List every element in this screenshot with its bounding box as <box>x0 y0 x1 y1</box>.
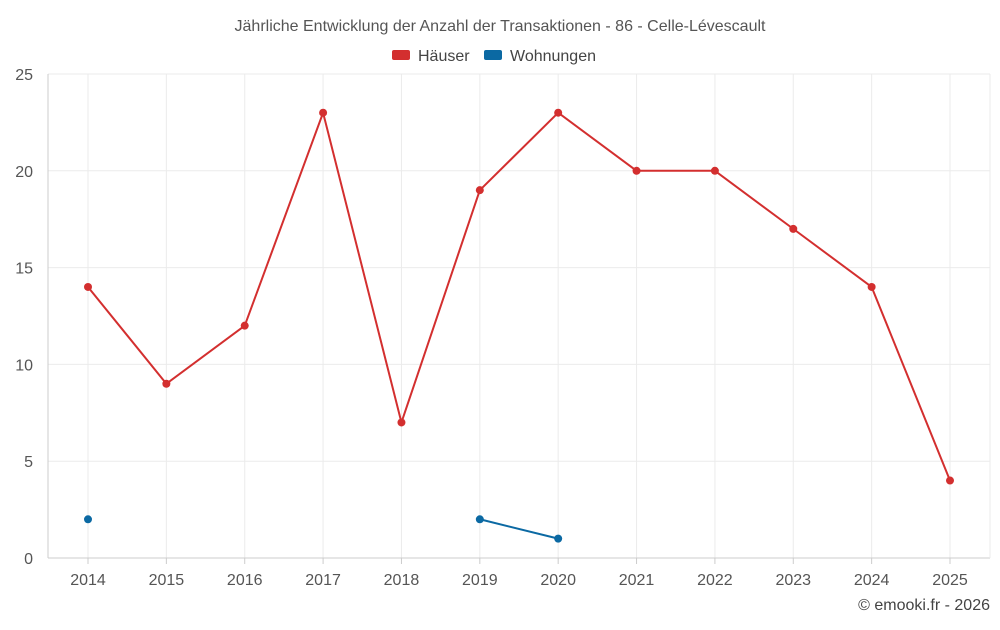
data-point-haeuser-2021[interactable] <box>632 166 641 175</box>
y-axis-ticks: 0 5 10 15 20 25 <box>15 67 33 568</box>
x-tick-label: 2015 <box>149 572 185 589</box>
credit-text: © emooki.fr - 2026 <box>858 597 990 614</box>
legend-label-wohnungen: Wohnungen <box>510 48 596 65</box>
y-tick-label: 20 <box>15 164 33 181</box>
chart-title: Jährliche Entwicklung der Anzahl der Tra… <box>235 18 767 35</box>
x-tick-label: 2021 <box>619 572 655 589</box>
y-tick-label: 10 <box>15 357 33 374</box>
series-haeuser <box>84 108 954 485</box>
y-tick-label: 5 <box>24 454 33 471</box>
data-point-haeuser-2014[interactable] <box>84 282 92 291</box>
series-wohnungen <box>84 515 563 543</box>
data-point-wohnungen-2019[interactable] <box>475 515 484 524</box>
data-point-haeuser-2025[interactable] <box>946 476 954 485</box>
data-point-haeuser-2019[interactable] <box>475 186 484 195</box>
x-tick-label: 2020 <box>540 572 576 589</box>
series-line-haeuser <box>87 111 951 482</box>
x-tick-label: 2016 <box>227 572 263 589</box>
x-axis-ticks: 2014 2015 2016 2017 2018 2019 2020 2021 2022 2023… <box>70 572 968 589</box>
data-point-haeuser-2017[interactable] <box>319 108 328 117</box>
x-tick-label: 2023 <box>775 572 811 589</box>
x-tick-label: 2022 <box>697 572 733 589</box>
grid <box>48 73 990 558</box>
data-point-haeuser-2016[interactable] <box>240 321 249 330</box>
legend-swatch-wohnungen <box>484 50 502 60</box>
x-tick-label: 2018 <box>384 572 420 589</box>
data-point-wohnungen-2020[interactable] <box>554 534 563 543</box>
x-tick-label: 2024 <box>854 572 890 589</box>
series-line-wohnungen <box>478 518 560 540</box>
y-tick-label: 25 <box>15 67 33 84</box>
legend: Häuser Wohnungen <box>392 48 596 65</box>
y-tick-label: 15 <box>15 261 33 278</box>
x-tick-label: 2017 <box>305 572 341 589</box>
data-point-wohnungen-2014[interactable] <box>84 515 92 524</box>
series <box>84 108 954 543</box>
data-point-haeuser-2018[interactable] <box>397 418 406 427</box>
x-tick-label: 2019 <box>462 572 498 589</box>
legend-label-haeuser: Häuser <box>418 48 470 65</box>
axes <box>47 74 991 564</box>
data-point-haeuser-2020[interactable] <box>554 108 563 117</box>
data-point-haeuser-2022[interactable] <box>710 166 719 175</box>
data-point-haeuser-2024[interactable] <box>867 282 876 291</box>
data-point-haeuser-2015[interactable] <box>162 379 171 388</box>
legend-swatch-haeuser <box>392 50 410 60</box>
data-point-haeuser-2023[interactable] <box>789 224 798 233</box>
legend-item-haeuser[interactable]: Häuser <box>392 48 470 65</box>
y-tick-label: 0 <box>24 551 33 568</box>
legend-item-wohnungen[interactable]: Wohnungen <box>484 48 596 65</box>
x-tick-label: 2014 <box>70 572 106 589</box>
x-tick-label: 2025 <box>932 572 968 589</box>
